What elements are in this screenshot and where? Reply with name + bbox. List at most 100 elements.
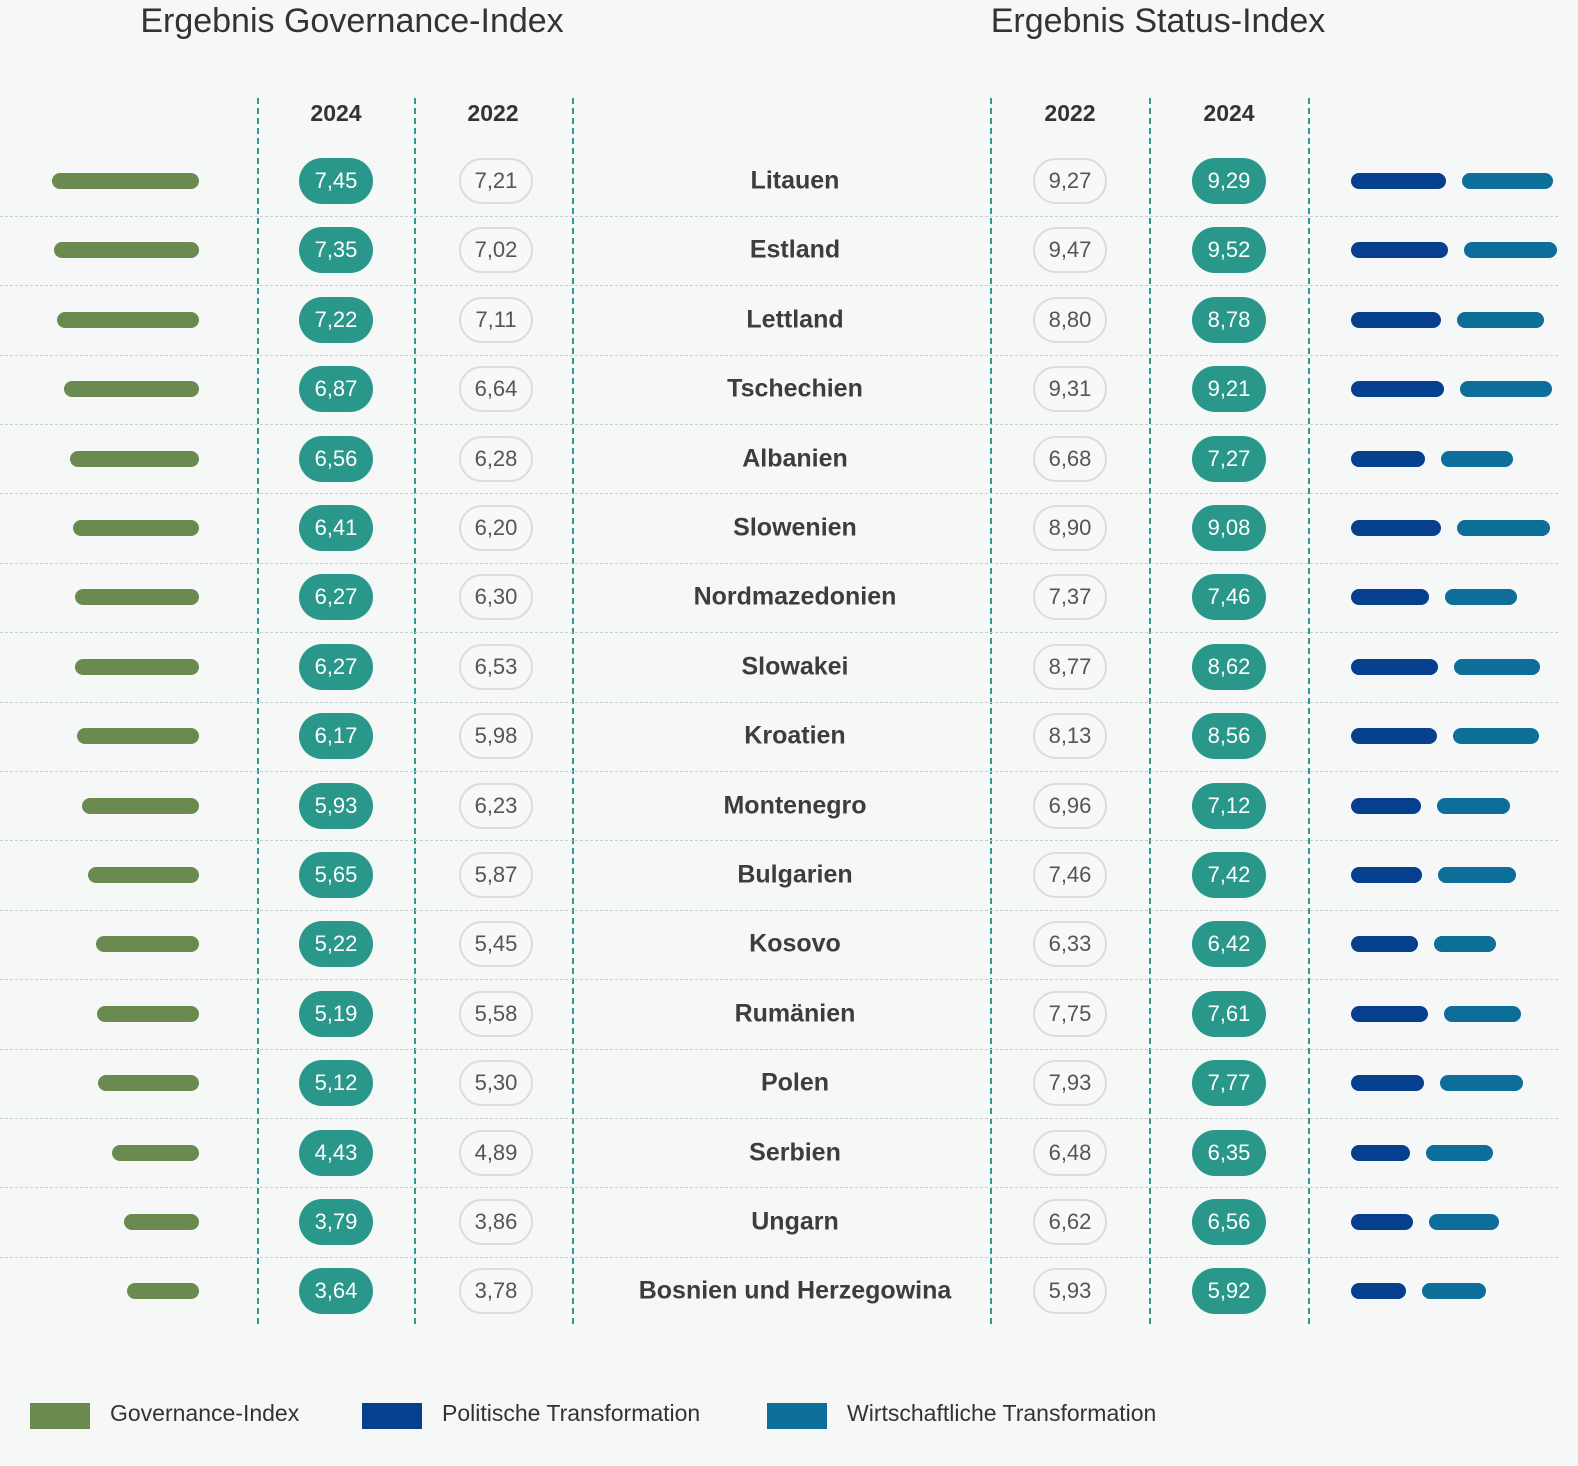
status-2022-value: 9,47	[1033, 227, 1107, 274]
economic-transformation-bar	[1456, 311, 1545, 328]
country-name: Ungarn	[751, 1207, 839, 1236]
table-row: 5,93 6,23 Montenegro 6,96 7,12	[0, 771, 1578, 841]
country-name: Rumänien	[734, 999, 856, 1028]
status-2024-value: 5,92	[1192, 1268, 1266, 1315]
political-transformation-bar	[1351, 450, 1426, 467]
country-name: Albanien	[742, 444, 848, 473]
country-name: Kroatien	[744, 721, 846, 750]
gov-2024-value: 5,19	[299, 990, 373, 1037]
governance-bar	[124, 1214, 199, 1230]
gov-2022-value: 5,58	[459, 990, 533, 1037]
economic-transformation-bar	[1429, 1214, 1499, 1230]
status-2022-value: 9,31	[1033, 366, 1107, 413]
political-transformation-bar	[1351, 867, 1423, 883]
row-separator	[0, 423, 1558, 425]
row-separator	[0, 979, 1558, 981]
gov-2024-value: 4,43	[299, 1129, 373, 1176]
gov-2024-value: 6,27	[299, 643, 373, 690]
status-2022-value: 6,33	[1033, 921, 1107, 968]
row-separator	[0, 1187, 1558, 1189]
header-gov-2022: 2022	[467, 100, 519, 126]
legend-label: Governance-Index	[110, 1400, 300, 1426]
country-name: Slowakei	[741, 652, 849, 681]
table-row: 6,87 6,64 Tschechien 9,31 9,21	[0, 354, 1578, 424]
economic-transformation-bar	[1459, 381, 1552, 398]
gov-2022-value: 5,87	[459, 852, 533, 898]
table-row: 3,64 3,78 Bosnien und Herzegowina 5,93 5,92	[0, 1256, 1578, 1326]
status-2022-value: 8,13	[1033, 713, 1107, 760]
column-divider	[572, 98, 574, 1324]
country-name: Estland	[749, 235, 841, 264]
economic-transformation-bar	[1437, 797, 1510, 814]
table-row: 6,56 6,28 Albanien 6,68 7,27	[0, 424, 1578, 494]
row-separator	[0, 285, 1558, 287]
political-transformation-bar	[1351, 936, 1419, 953]
country-name: Polen	[760, 1068, 830, 1097]
column-divider	[414, 98, 416, 1324]
gov-2022-value: 7,21	[459, 158, 533, 204]
row-separator	[0, 770, 1558, 772]
header-status-2024: 2024	[1203, 100, 1255, 126]
status-2022-value: 7,93	[1033, 1060, 1107, 1107]
gov-2024-value: 7,45	[299, 158, 373, 204]
gov-2022-value: 5,30	[459, 1060, 533, 1107]
governance-bar	[56, 311, 199, 328]
economic-transformation-bar	[1422, 1283, 1487, 1300]
table-row: 5,65 5,87 Bulgarien 7,46 7,42	[0, 840, 1578, 910]
economic-transformation-bar	[1440, 1075, 1524, 1092]
status-2022-value: 7,37	[1033, 574, 1107, 621]
row-separator	[0, 1048, 1558, 1050]
gov-2022-value: 6,20	[459, 505, 533, 551]
governance-title: Ergebnis Governance-Index	[140, 2, 564, 40]
status-2022-value: 7,46	[1033, 852, 1107, 898]
political-transformation-bar	[1351, 1005, 1428, 1022]
row-separator	[0, 354, 1558, 356]
political-transformation-bar	[1351, 311, 1441, 328]
status-2024-value: 7,27	[1192, 435, 1266, 482]
table-row: 5,12 5,30 Polen 7,93 7,77	[0, 1048, 1578, 1118]
row-separator	[0, 632, 1558, 634]
table-row: 6,17 5,98 Kroatien 8,13 8,56	[0, 701, 1578, 771]
status-2024-value: 7,61	[1192, 990, 1266, 1037]
governance-bar	[63, 381, 199, 398]
country-name: Serbien	[749, 1138, 841, 1167]
governance-bar	[87, 867, 199, 883]
gov-2024-value: 6,27	[299, 574, 373, 621]
gov-2022-value: 6,23	[459, 782, 533, 829]
political-transformation-bar	[1351, 728, 1437, 745]
economic-transformation-bar	[1456, 520, 1550, 536]
governance-bar	[69, 450, 199, 467]
status-2024-value: 9,21	[1192, 366, 1266, 413]
country-name: Montenegro	[723, 791, 867, 820]
status-2024-value: 8,78	[1192, 296, 1266, 343]
gov-2022-value: 4,89	[459, 1129, 533, 1176]
economic-transformation-bar	[1453, 658, 1541, 675]
status-2024-value: 6,42	[1192, 921, 1266, 968]
row-separator	[0, 840, 1558, 842]
gov-2022-value: 5,45	[459, 921, 533, 968]
country-name: Litauen	[750, 166, 840, 195]
economic-transformation-bar	[1441, 450, 1513, 467]
row-separator	[0, 1117, 1558, 1119]
gov-2024-value: 5,65	[299, 852, 373, 898]
status-2024-value: 8,56	[1192, 713, 1266, 760]
gov-2024-value: 5,93	[299, 782, 373, 829]
gov-2024-value: 6,56	[299, 435, 373, 482]
column-divider	[990, 98, 992, 1324]
status-2022-value: 8,77	[1033, 643, 1107, 690]
economic-transformation-bar	[1461, 173, 1553, 189]
economic-transformation-bar	[1438, 867, 1516, 883]
status-2024-value: 9,29	[1192, 158, 1266, 204]
political-transformation-bar	[1351, 1075, 1425, 1092]
gov-2022-value: 7,11	[459, 296, 533, 343]
economic-transformation-bar	[1463, 242, 1557, 259]
status-2024-value: 7,12	[1192, 782, 1266, 829]
status-2024-value: 7,42	[1192, 852, 1266, 898]
table-row: 5,19 5,58 Rumänien 7,75 7,61	[0, 979, 1578, 1049]
governance-bar	[52, 173, 199, 189]
governance-bar	[96, 936, 199, 953]
status-title: Ergebnis Status-Index	[990, 2, 1326, 40]
column-divider	[1149, 98, 1151, 1324]
country-name: Tschechien	[727, 374, 863, 403]
